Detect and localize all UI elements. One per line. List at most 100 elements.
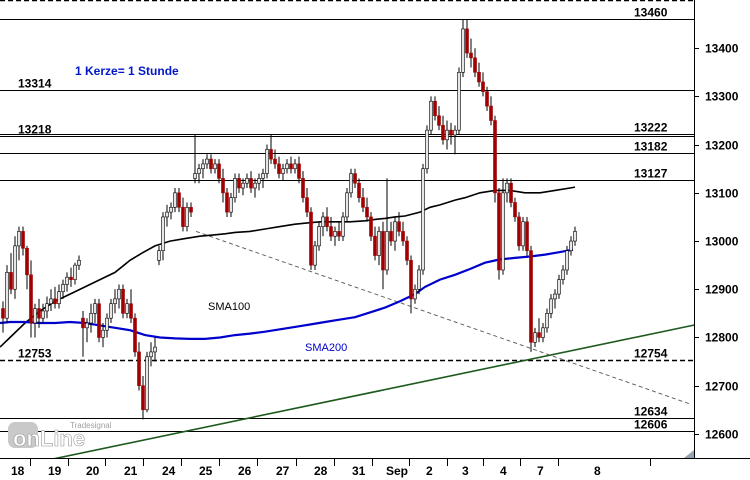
candle-body xyxy=(485,91,489,107)
candle-body xyxy=(81,317,85,329)
candle-body xyxy=(265,149,269,174)
candle-body xyxy=(229,197,233,213)
candle-body xyxy=(389,231,393,242)
level-label: 12634 xyxy=(634,405,668,419)
candle-body xyxy=(457,72,461,131)
candle-body xyxy=(169,207,173,213)
candle-body xyxy=(501,192,505,271)
candle-body xyxy=(509,182,513,203)
candle-body xyxy=(421,168,425,271)
candle-body xyxy=(441,125,445,141)
candle-body xyxy=(553,293,557,300)
candle-body xyxy=(477,72,481,83)
candle-body xyxy=(289,163,293,170)
candle-body xyxy=(481,81,485,92)
y-axis-background xyxy=(694,0,750,480)
candle-body xyxy=(205,158,209,165)
candle-body xyxy=(525,221,529,251)
candle-body xyxy=(5,272,9,319)
y-tick-label: 13000 xyxy=(705,235,739,249)
candle-body xyxy=(417,269,421,290)
candle-body xyxy=(545,313,549,329)
x-tick-label: 18 xyxy=(11,464,25,478)
candle-body xyxy=(341,216,345,237)
candle-body xyxy=(193,173,197,179)
candle-body xyxy=(129,303,133,319)
candle-body xyxy=(561,269,565,280)
candle-body xyxy=(133,317,137,353)
candle-body xyxy=(65,276,69,285)
level-label: 13218 xyxy=(18,123,52,137)
candle-body xyxy=(301,178,305,198)
candle-body xyxy=(409,260,413,300)
x-tick-label: 2 xyxy=(426,464,433,478)
level-label: 13127 xyxy=(634,167,668,181)
y-tick-label: 13200 xyxy=(705,139,739,153)
candle-body xyxy=(161,216,165,251)
candle-body xyxy=(285,163,289,170)
candle-body xyxy=(57,291,61,305)
candle-body xyxy=(433,100,437,117)
level-label: 12753 xyxy=(18,347,52,361)
level-label: 13501 xyxy=(634,0,668,1)
logo-badge xyxy=(8,422,38,448)
x-tick-label: 7 xyxy=(537,464,544,478)
candle-body xyxy=(461,28,465,73)
candle-body xyxy=(541,327,545,338)
level-labels-layer: 13501 13460 13314 13222 13218 13182 13127 12754… xyxy=(18,0,668,432)
candle-body xyxy=(489,105,493,121)
resize-corner-icon[interactable] xyxy=(684,450,694,458)
y-tick-label: 12900 xyxy=(705,283,739,297)
candle-body xyxy=(569,240,573,251)
candle-body xyxy=(425,129,429,170)
candle-body xyxy=(233,178,237,198)
y-tick-label: 12600 xyxy=(705,428,739,442)
candle-body xyxy=(465,28,469,54)
x-tick-label: 21 xyxy=(124,464,138,478)
candle-body xyxy=(513,202,517,218)
candle-body xyxy=(573,231,577,242)
candle-body xyxy=(201,163,205,170)
x-tick-label: 31 xyxy=(352,464,366,478)
candle-body xyxy=(309,211,313,266)
candle-body xyxy=(213,163,217,170)
candle-body xyxy=(145,356,149,411)
candle-body xyxy=(405,240,409,261)
candle-body xyxy=(77,260,81,266)
levels-layer xyxy=(0,0,694,433)
candle-body xyxy=(497,192,501,271)
candle-body xyxy=(97,303,101,338)
candle-body xyxy=(13,245,17,290)
level-label: 12754 xyxy=(634,347,668,361)
candle-body xyxy=(165,211,169,218)
candle-body xyxy=(33,308,37,324)
candle-body xyxy=(37,308,41,319)
x-tick-label: 19 xyxy=(48,464,62,478)
x-tick-label: Sep xyxy=(386,464,408,478)
candle-body xyxy=(137,351,141,386)
candle-body xyxy=(293,163,297,170)
candle-body xyxy=(241,182,245,189)
candle-body xyxy=(245,178,249,184)
candle-body xyxy=(277,163,281,174)
sma100-label: SMA100 xyxy=(208,301,250,313)
candle-body xyxy=(361,197,365,208)
candle-body xyxy=(45,303,49,312)
candle-body xyxy=(329,226,333,237)
x-tick-label: 24 xyxy=(162,464,176,478)
candle-body xyxy=(385,231,389,271)
x-tick-label: 28 xyxy=(314,464,328,478)
candle-body xyxy=(109,303,113,319)
candle-body xyxy=(121,288,125,314)
candle-body xyxy=(181,207,185,227)
candle-body xyxy=(313,245,317,266)
candle-body xyxy=(237,178,241,189)
candle-body xyxy=(189,207,193,213)
candle-body xyxy=(521,221,525,247)
candle-body xyxy=(429,100,433,131)
candle-body xyxy=(209,158,213,170)
candle-body xyxy=(529,250,533,343)
candle-body xyxy=(505,182,509,194)
